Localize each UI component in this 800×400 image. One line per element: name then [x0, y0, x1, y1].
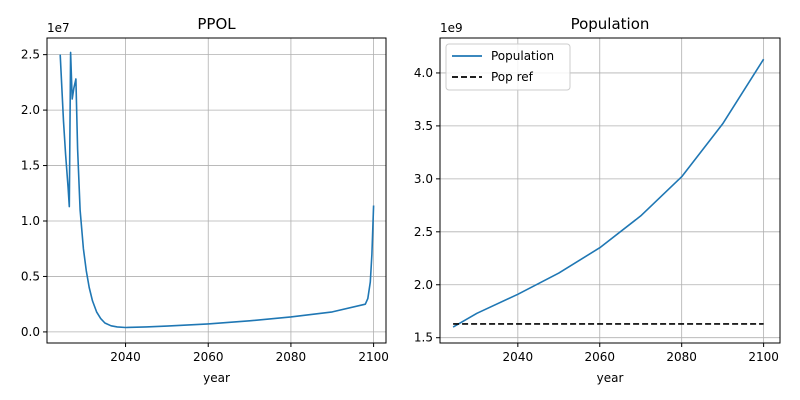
population-x-axis-label: year: [597, 371, 624, 385]
population-x-tick-label: 2080: [666, 350, 697, 364]
ppol-y-offset-text: 1e7: [47, 21, 70, 35]
legend-population-label: Population: [491, 49, 554, 63]
ppol-y-tick-label: 2.5: [21, 48, 40, 62]
ppol-y-tick-label: 0.5: [21, 269, 40, 283]
population-y-ticks: 1.5 2.0 2.5 3.0 3.5 4.0: [414, 66, 440, 345]
population-x-ticks: 2040 2060 2080 2100: [503, 343, 779, 364]
ppol-y-ticks: 0.0 0.5 1.0 1.5 2.0 2.5: [21, 48, 47, 339]
ppol-x-tick-label: 2100: [358, 350, 389, 364]
population-y-tick-label: 1.5: [414, 331, 433, 345]
population-y-tick-label: 4.0: [414, 66, 433, 80]
population-x-tick-label: 2060: [584, 350, 615, 364]
legend-pop-ref-label: Pop ref: [491, 70, 534, 84]
ppol-x-ticks: 2040 2060 2080 2100: [110, 343, 389, 364]
population-y-tick-label: 2.0: [414, 278, 433, 292]
ppol-x-tick-label: 2040: [110, 350, 141, 364]
population-x-tick-label: 2100: [748, 350, 779, 364]
population-series-line-0: [452, 58, 765, 328]
ppol-y-tick-label: 1.0: [21, 214, 40, 228]
ppol-x-axis-label: year: [203, 371, 230, 385]
ppol-y-tick-label: 0.0: [21, 325, 40, 339]
ppol-y-tick-label: 2.0: [21, 103, 40, 117]
population-chart-title: Population: [571, 15, 650, 33]
population-y-tick-label: 2.5: [414, 225, 433, 239]
ppol-plot-frame: [46, 37, 387, 344]
population-chart: Population 1e9 2040 2060 2080 2100 1.5 2.0 2.…: [414, 15, 781, 385]
ppol-x-tick-label: 2080: [276, 350, 307, 364]
ppol-x-tick-label: 2060: [193, 350, 224, 364]
ppol-chart: PPOL 1e7 2040 2060 2080 2100 0.0 0.5 1.0 1.5 2.…: [21, 15, 389, 385]
ppol-grid: [47, 38, 386, 343]
population-series: [452, 58, 765, 328]
ppol-series-line-0: [59, 51, 375, 329]
ppol-chart-title: PPOL: [197, 15, 236, 33]
population-y-tick-label: 3.5: [414, 119, 433, 133]
population-x-tick-label: 2040: [503, 350, 534, 364]
population-y-offset-text: 1e9: [440, 21, 463, 35]
population-y-tick-label: 3.0: [414, 172, 433, 186]
ppol-series: [59, 51, 375, 329]
population-plot-frame: [439, 37, 781, 344]
population-legend: Population Pop ref: [445, 43, 571, 91]
ppol-y-tick-label: 1.5: [21, 159, 40, 173]
